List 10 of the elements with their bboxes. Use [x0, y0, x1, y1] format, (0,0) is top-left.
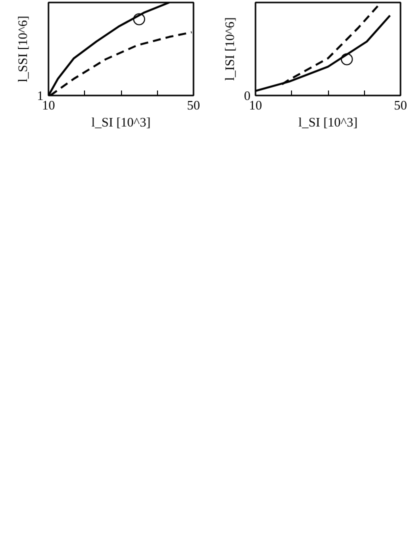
x-tick-label: 10 — [249, 98, 262, 112]
x-tick-label: 50 — [394, 98, 407, 112]
x-tick-label: 50 — [187, 98, 200, 112]
text: 1 — [37, 88, 44, 103]
x-axis-title: l_SI [10^3] — [91, 114, 151, 130]
y-axis-title: l_ISI [10^6] — [222, 17, 237, 81]
y-axis-title: l_SSI [10^6] — [15, 16, 30, 82]
text: 0 — [244, 88, 250, 103]
x-tick-label: 10 — [42, 98, 55, 112]
x-axis-title: l_SI [10^3] — [298, 114, 358, 130]
